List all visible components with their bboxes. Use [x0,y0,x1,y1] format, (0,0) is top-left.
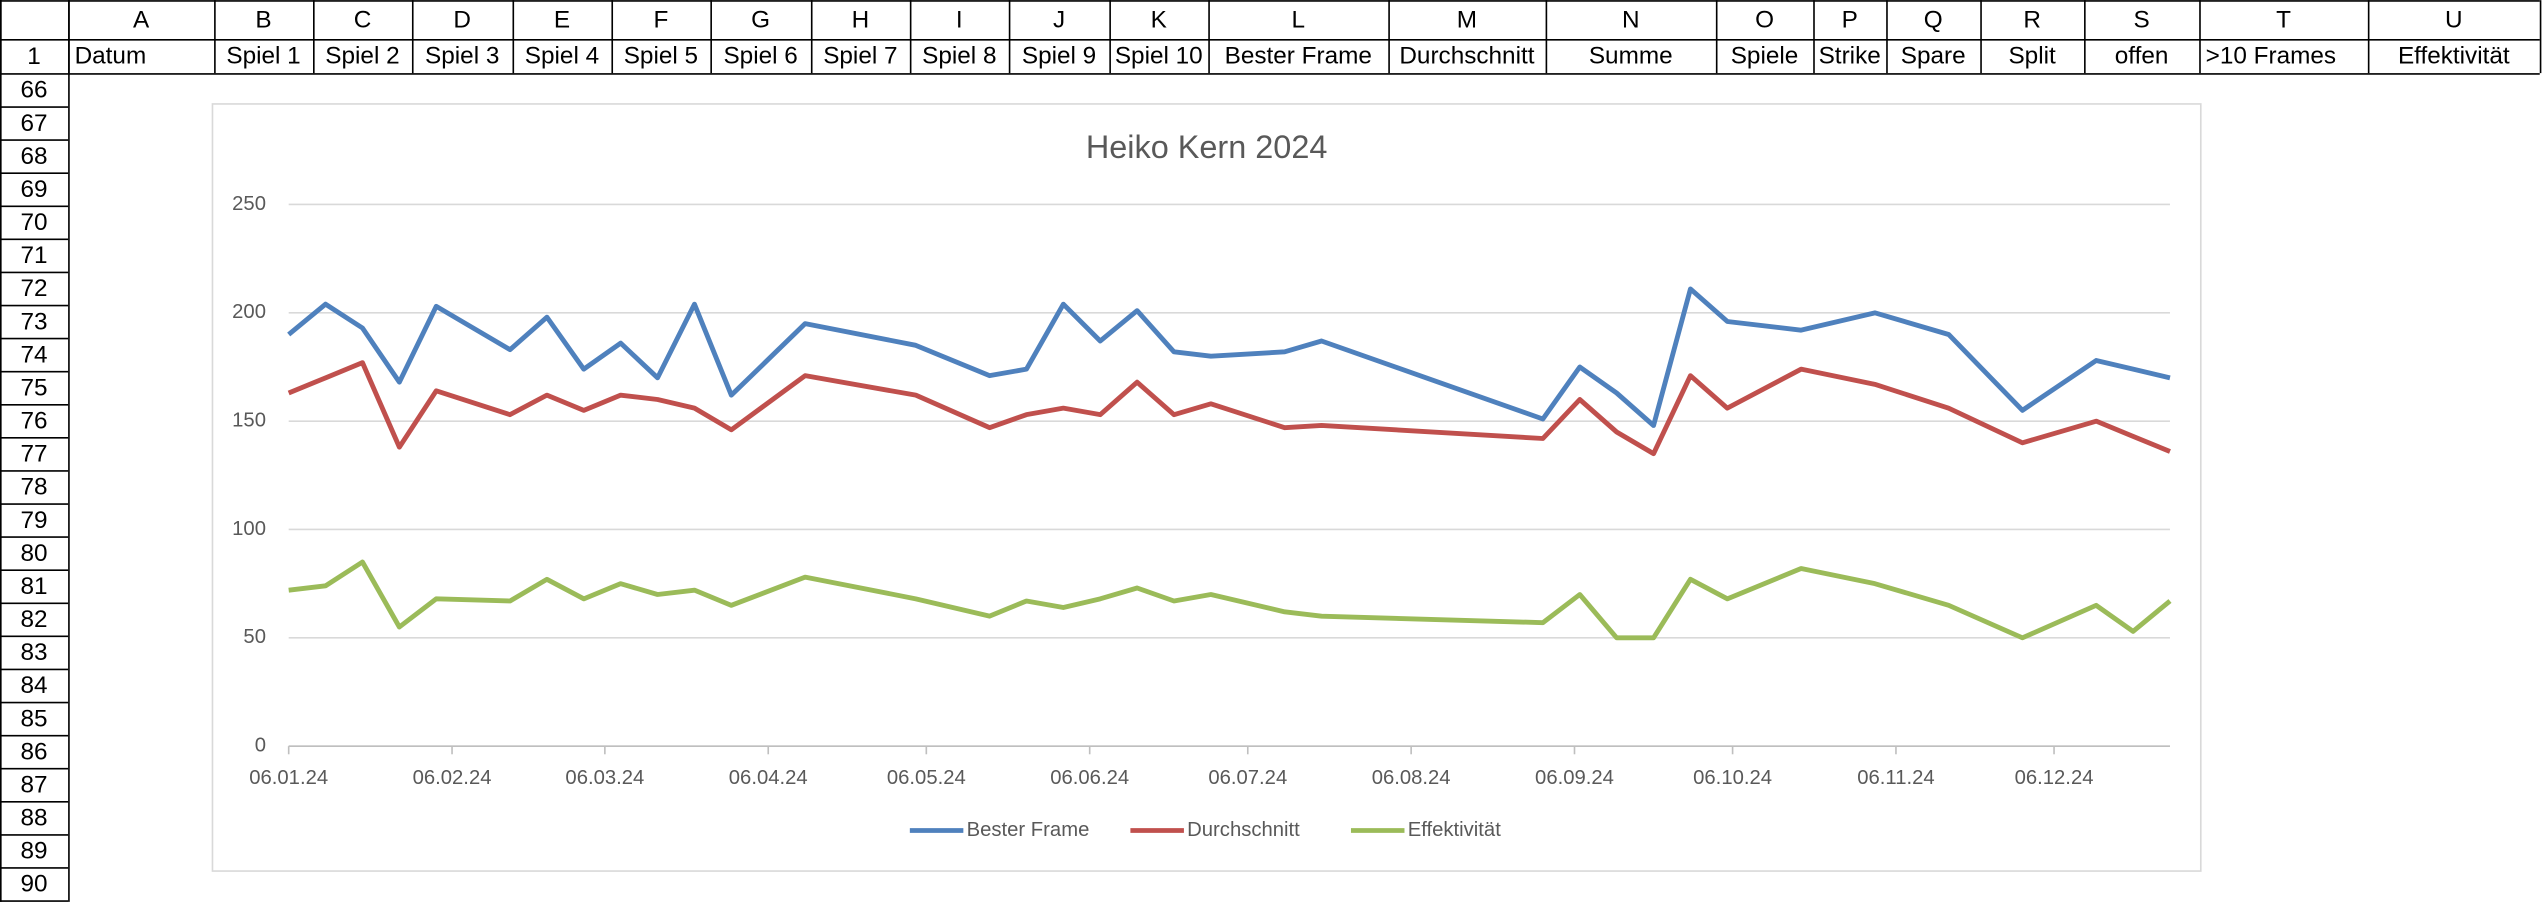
y-tick-label: 0 [255,735,266,757]
header-cell: Spiel 9 [1022,42,1096,69]
row-number: 76 [21,408,48,435]
row-number: 66 [21,77,48,104]
column-header: H [852,7,870,34]
header-cell: Spiele [1731,42,1799,69]
chart-area[interactable] [211,103,2202,872]
column-header: U [2445,7,2463,34]
column-header: G [751,7,770,34]
row-number: 88 [21,805,48,832]
column-header: Q [1924,7,1943,34]
column-header: A [133,7,150,34]
header-cell: Spiel 6 [723,42,797,69]
header-cell: Split [2008,42,2056,69]
row-number: 80 [21,540,48,567]
embedded-chart[interactable]: Heiko Kern 2024 0 50 100 150 200 250 06.01.24 0… [211,103,2202,872]
column-header: P [1842,7,1858,34]
x-tick-label: 06.04.24 [729,767,808,789]
x-tick-label: 06.05.24 [887,767,966,789]
x-tick-label: 06.07.24 [1208,767,1287,789]
y-tick-label: 150 [232,410,266,432]
row-number: 75 [21,374,48,401]
column-header: B [255,7,271,34]
row-number: 82 [21,606,48,633]
header-cell: Spiel 7 [823,42,897,69]
row-number: 74 [21,341,48,368]
x-tick-label: 06.08.24 [1372,767,1451,789]
row-number: 81 [21,573,48,600]
column-header: F [653,7,668,34]
row-number: 70 [21,209,48,236]
column-header: T [2276,7,2291,34]
column-header: S [2133,7,2149,34]
x-tick-label: 06.01.24 [249,767,328,789]
column-header: K [1151,7,1167,34]
column-header: R [2023,7,2041,34]
row-number: 86 [21,738,48,765]
row-number: 71 [21,242,48,269]
y-tick-label: 100 [232,518,266,540]
legend-label: Effektivität [1408,819,1501,841]
column-header: J [1053,7,1065,34]
row-number: 72 [21,275,48,302]
x-tick-label: 06.09.24 [1535,767,1614,789]
y-tick-label: 200 [232,301,266,323]
series-line [287,360,2171,457]
header-cell: Spiel 4 [525,42,599,69]
header-cell: Spiel 1 [226,42,300,69]
column-header: M [1457,7,1477,34]
header-cell: Effektivität [2398,42,2510,69]
row-number: 79 [21,507,48,534]
row-number: 85 [21,705,48,732]
header-cell: Datum [75,42,147,69]
row-number: 83 [21,639,48,666]
x-tick-label: 06.11.24 [1857,767,1934,789]
row-number: 87 [21,771,48,798]
header-cell: Summe [1589,42,1673,69]
header-cell: Spiel 2 [325,42,399,69]
chart-title: Heiko Kern 2024 [1086,129,1328,165]
x-tick-label: 06.03.24 [565,767,644,789]
x-tick-label: 06.12.24 [2015,767,2094,789]
column-header: O [1755,7,1774,34]
header-cell: Spiel 3 [425,42,499,69]
row-number: 90 [21,871,48,898]
series-line [287,286,2171,428]
row-number: 73 [21,308,48,335]
row-number: 78 [21,474,48,501]
row-number: 77 [21,441,48,468]
header-cell: Bester Frame [1225,42,1372,69]
y-tick-label: 50 [243,626,266,648]
header-cell: Spare [1901,42,1966,69]
x-tick-label: 06.02.24 [413,767,492,789]
column-header: I [956,7,963,34]
column-header: D [453,7,471,34]
column-header: N [1622,7,1640,34]
x-tick-label: 06.10.24 [1693,767,1772,789]
x-tick-label: 06.06.24 [1050,767,1129,789]
header-cell: Strike [1819,42,1881,69]
series-line [288,559,2172,641]
header-cell: Spiel 5 [624,42,698,69]
y-tick-label: 250 [232,193,266,215]
header-cell: Spiel 8 [922,42,996,69]
row-number: 1 [27,43,41,70]
row-number: 89 [21,838,48,865]
column-header: C [354,7,372,34]
header-cell: >10 Frames [2206,42,2336,69]
column-header: L [1291,7,1305,34]
legend-label: Durchschnitt [1187,819,1300,841]
header-cell: Spiel 10 [1115,42,1203,69]
row-number: 69 [21,176,48,203]
header-cell: offen [2115,42,2169,69]
column-header: E [554,7,570,34]
row-number: 67 [21,110,48,137]
legend-label: Bester Frame [967,819,1090,841]
header-cell: Durchschnitt [1399,42,1534,69]
row-number: 84 [21,672,48,699]
row-number: 68 [21,143,48,170]
